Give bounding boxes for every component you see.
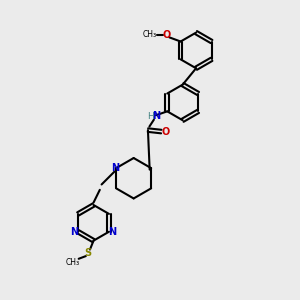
Text: S: S bbox=[85, 248, 92, 258]
Text: N: N bbox=[152, 111, 160, 121]
Text: O: O bbox=[162, 30, 170, 40]
Text: N: N bbox=[109, 227, 117, 237]
Text: CH₃: CH₃ bbox=[142, 31, 157, 40]
Text: N: N bbox=[112, 163, 120, 172]
Text: H: H bbox=[148, 112, 154, 121]
Text: O: O bbox=[162, 127, 170, 136]
Text: N: N bbox=[70, 227, 79, 237]
Text: CH₃: CH₃ bbox=[66, 258, 80, 267]
